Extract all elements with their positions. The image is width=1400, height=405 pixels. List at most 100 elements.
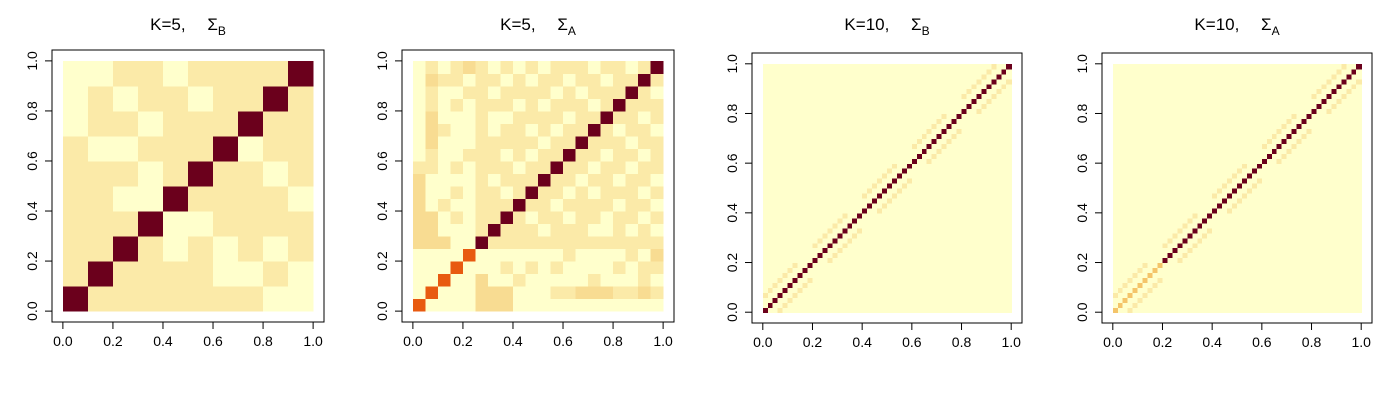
heatmap-cell xyxy=(1217,218,1223,224)
heatmap-cell xyxy=(438,123,451,136)
heatmap-cell xyxy=(822,258,828,264)
heatmap-cell xyxy=(1182,163,1188,169)
heatmap-cell xyxy=(1162,188,1168,194)
heatmap-cell xyxy=(842,148,848,154)
heatmap-cell xyxy=(626,199,639,212)
heatmap-cell xyxy=(1312,243,1318,249)
heatmap-cell xyxy=(263,261,289,287)
heatmap-cell xyxy=(1247,218,1253,224)
heatmap-cell xyxy=(1277,267,1283,273)
heatmap-cell xyxy=(1346,287,1352,293)
heatmap-cell xyxy=(817,133,823,139)
heatmap-cell xyxy=(877,109,883,115)
heatmap-cell xyxy=(832,94,838,100)
heatmap-cell xyxy=(1192,238,1198,244)
heatmap-cell xyxy=(887,263,893,269)
heatmap-cell xyxy=(957,203,963,209)
heatmap-cell xyxy=(763,138,769,144)
heatmap-cell xyxy=(1356,203,1362,209)
heatmap-cell xyxy=(857,153,863,159)
heatmap-cell xyxy=(817,258,823,264)
heatmap-cell xyxy=(996,213,1002,219)
heatmap-cell xyxy=(1252,163,1258,169)
heatmap-cell xyxy=(877,178,883,184)
heatmap-cell xyxy=(763,89,769,95)
heatmap-cell xyxy=(475,73,488,86)
heatmap-cell xyxy=(1232,153,1238,159)
heatmap-cell xyxy=(822,79,828,85)
heatmap-cell xyxy=(976,238,982,244)
heatmap-cell xyxy=(1172,123,1178,129)
heatmap-cell xyxy=(1158,258,1164,264)
heatmap-cell xyxy=(937,238,943,244)
heatmap-cell xyxy=(1272,282,1278,288)
heatmap-cell xyxy=(808,74,814,80)
heatmap-cell xyxy=(952,163,958,169)
heatmap-cell xyxy=(1242,128,1248,134)
heatmap-cell xyxy=(1133,178,1139,184)
heatmap-cell xyxy=(822,292,828,298)
heatmap-cell xyxy=(788,178,794,184)
heatmap-cell xyxy=(1167,138,1173,144)
heatmap-cell xyxy=(1341,263,1347,269)
heatmap-cell xyxy=(947,258,953,264)
heatmap-cell xyxy=(1242,228,1248,234)
heatmap-cell xyxy=(897,163,903,169)
heatmap-cell xyxy=(1197,223,1203,229)
heatmap-cell xyxy=(788,158,794,164)
heatmap-cell xyxy=(1242,158,1248,164)
heatmap-cell xyxy=(947,109,953,115)
heatmap-cell xyxy=(1326,193,1332,199)
heatmap-cell xyxy=(1118,173,1124,179)
heatmap-cell xyxy=(768,287,774,293)
heatmap-cell xyxy=(1202,307,1208,313)
heatmap-cell xyxy=(1192,292,1198,298)
heatmap-cell xyxy=(1123,213,1129,219)
heatmap-cell xyxy=(1138,272,1144,278)
heatmap-cell xyxy=(847,198,853,204)
heatmap-cell xyxy=(966,64,972,70)
heatmap-cell xyxy=(1227,153,1233,159)
heatmap-cell xyxy=(937,183,943,189)
heatmap-cell xyxy=(1113,188,1119,194)
heatmap-cell xyxy=(798,89,804,95)
heatmap-cell xyxy=(1138,292,1144,298)
heatmap-cell xyxy=(563,236,576,249)
heatmap-cell xyxy=(1287,297,1293,303)
heatmap-cell xyxy=(981,173,987,179)
heatmap-cell xyxy=(783,109,789,115)
heatmap-cell xyxy=(897,143,903,149)
heatmap-cell xyxy=(852,267,858,273)
heatmap-cell xyxy=(513,224,526,237)
heatmap-cell xyxy=(1341,138,1347,144)
heatmap-cell xyxy=(1297,133,1303,139)
heatmap-cell xyxy=(976,223,982,229)
heatmap-cell xyxy=(1267,238,1273,244)
heatmap-cell xyxy=(1187,198,1193,204)
heatmap-cell xyxy=(1232,168,1238,174)
heatmap-cell xyxy=(778,133,784,139)
heatmap-cell xyxy=(852,238,858,244)
heatmap-cell xyxy=(952,282,958,288)
heatmap-cell xyxy=(475,274,488,287)
heatmap-cell xyxy=(887,64,893,70)
heatmap-cell xyxy=(1232,198,1238,204)
heatmap-cell xyxy=(902,243,908,249)
heatmap-cell xyxy=(971,118,977,124)
heatmap-cell xyxy=(867,233,873,239)
heatmap-cell xyxy=(1312,253,1318,259)
heatmap-cell xyxy=(947,148,953,154)
heatmap-cell xyxy=(1222,267,1228,273)
heatmap-cell xyxy=(1167,238,1173,244)
heatmap-cell xyxy=(1232,188,1238,194)
heatmap-cell xyxy=(852,118,858,124)
heatmap-cell xyxy=(798,238,804,244)
heatmap-cell xyxy=(626,274,639,287)
heatmap-cell xyxy=(867,193,873,199)
heatmap-cell xyxy=(812,243,818,249)
heatmap-cell xyxy=(1128,267,1134,273)
heatmap-cell xyxy=(1217,158,1223,164)
heatmap-cell xyxy=(463,199,476,212)
heatmap-cell xyxy=(996,243,1002,249)
heatmap-cell xyxy=(862,248,868,254)
